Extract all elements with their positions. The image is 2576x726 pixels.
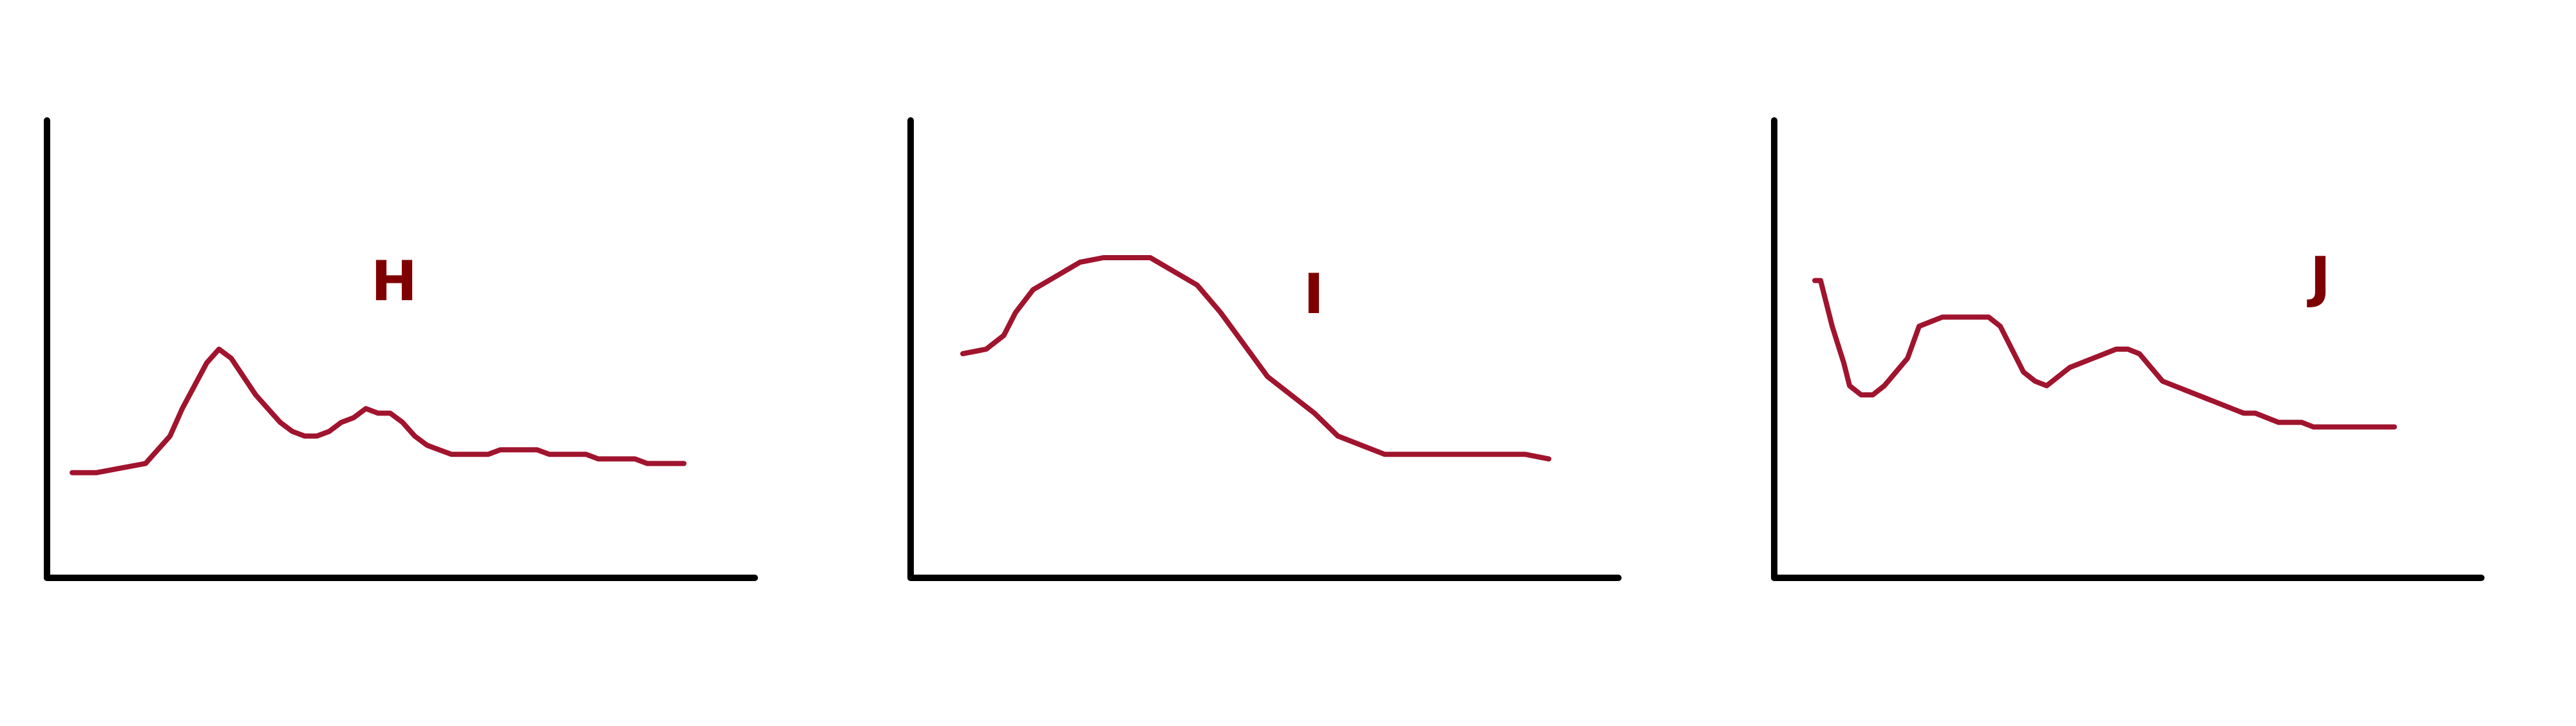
panel-h: H: [44, 117, 758, 581]
panel-i-label: I: [1303, 262, 1324, 327]
panel-i-series-line: [960, 255, 1551, 462]
panel-h-label: H: [371, 249, 417, 314]
panel-j-series-line: [1812, 278, 2397, 430]
panel-j: J: [1771, 117, 2485, 581]
panel-i: I: [907, 117, 1622, 581]
panel-h-series-line: [70, 347, 687, 475]
panel-j-label: J: [2307, 245, 2331, 310]
